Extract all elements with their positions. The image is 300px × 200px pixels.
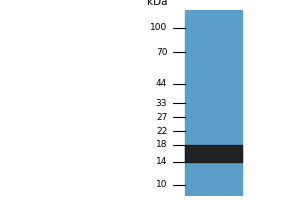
Text: 18: 18 [156,140,167,149]
Text: 22: 22 [156,127,167,136]
Text: 10: 10 [156,180,167,189]
Text: kDa: kDa [147,0,167,7]
Text: 70: 70 [156,48,167,57]
Text: 14: 14 [156,157,167,166]
Text: 44: 44 [156,79,167,88]
Text: 100: 100 [150,23,167,32]
Text: 27: 27 [156,113,167,122]
Text: 33: 33 [156,99,167,108]
Bar [184,10,242,196]
